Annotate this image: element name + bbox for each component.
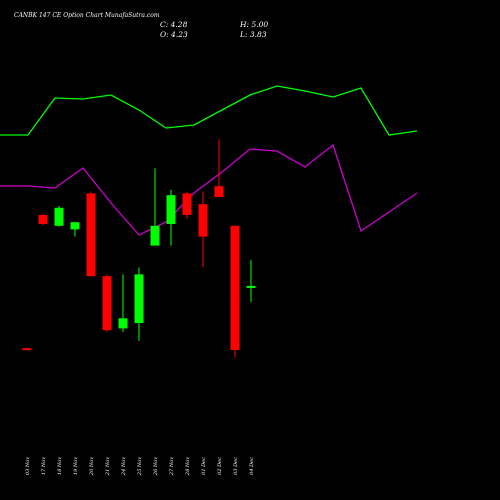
candle-body — [198, 204, 208, 237]
candles-group — [22, 139, 256, 358]
candle-body — [182, 193, 192, 215]
candle-01-dec — [198, 191, 208, 268]
x-tick-label: 19 Nov — [73, 457, 79, 475]
candle-body — [86, 193, 96, 277]
candle-18-nov — [54, 206, 64, 227]
x-tick-label: 03 Dec — [233, 457, 239, 475]
candle-body — [134, 274, 144, 323]
candle-body — [166, 195, 176, 224]
x-tick-label: 27 Nov — [169, 457, 175, 476]
x-tick-label: 02 Dec — [217, 457, 223, 475]
candle-body — [54, 207, 64, 226]
candle-21-nov — [102, 274, 112, 332]
candle-03-dec — [230, 225, 240, 358]
chart-title: CANBK 147 CE Option Chart MunafaSutra.co… — [14, 12, 160, 19]
candle-body — [38, 215, 48, 224]
candle-body — [102, 276, 112, 331]
lower-band-line — [0, 143, 418, 236]
x-tick-label: 21 Nov — [105, 457, 111, 476]
x-tick-label: 28 Nov — [185, 457, 191, 476]
candle-body — [70, 222, 80, 230]
x-axis-ticks: 03 Nov 17 Nov 18 Nov 19 Nov 20 Nov 21 Nov 24 N… — [25, 457, 255, 476]
candle-body — [246, 285, 256, 288]
candle-body — [214, 186, 224, 197]
x-tick-label: 26 Nov — [153, 457, 159, 476]
x-tick-label: 03 Nov — [25, 457, 31, 475]
candle-04-dec — [246, 260, 256, 303]
high-readout: H: 5.00 — [239, 20, 268, 29]
indicator-lines — [0, 85, 418, 236]
close-readout: C: 4.28 — [160, 20, 188, 29]
low-readout: L: 3.83 — [239, 30, 267, 39]
candle-27-nov — [166, 189, 176, 246]
candle-28-nov — [182, 191, 192, 219]
x-tick-label: 25 Nov — [137, 457, 143, 476]
x-tick-label: 17 Nov — [41, 457, 47, 475]
candle-body — [118, 318, 128, 329]
candle-03-nov — [22, 347, 32, 351]
upper-band-line — [0, 85, 418, 136]
x-tick-label: 01 Dec — [201, 457, 207, 475]
candle-20-nov — [86, 191, 96, 277]
candle-26-nov — [150, 168, 160, 246]
candle-body — [150, 225, 160, 246]
x-tick-label: 18 Nov — [57, 457, 63, 475]
candle-02-dec — [214, 139, 224, 197]
x-tick-label: 20 Nov — [89, 457, 95, 476]
candle-body — [230, 225, 240, 350]
candle-24-nov — [118, 274, 128, 332]
x-tick-label: 04 Dec — [249, 457, 255, 475]
candle-19-nov — [70, 222, 80, 237]
candle-25-nov — [134, 267, 144, 341]
x-tick-label: 24 Nov — [121, 457, 127, 476]
candle-17-nov — [38, 213, 48, 226]
open-readout: O: 4.23 — [160, 30, 188, 39]
candle-body — [22, 348, 32, 351]
